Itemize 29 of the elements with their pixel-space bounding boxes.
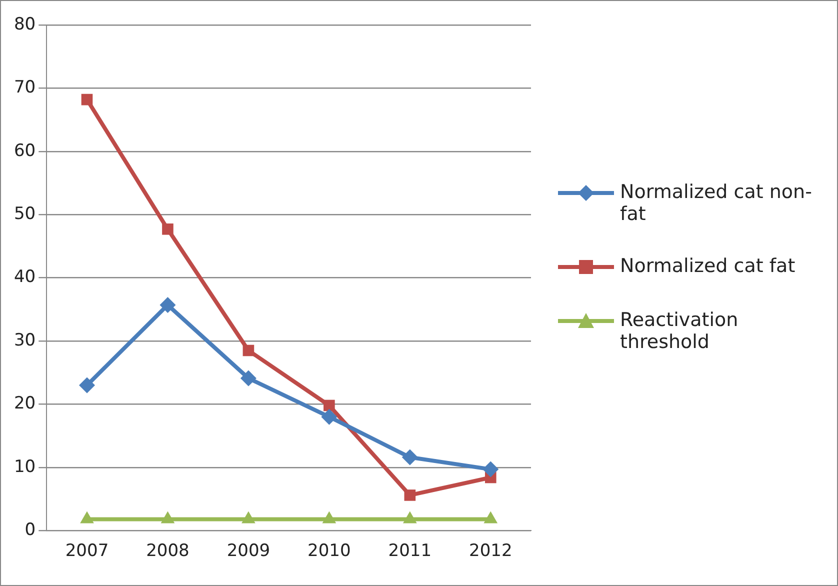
point [482, 461, 499, 478]
point [81, 94, 93, 106]
point [324, 400, 335, 412]
point [240, 370, 256, 386]
legend-label: Normalized cat fat [620, 255, 796, 277]
y-tick-label: 60 [14, 140, 36, 161]
x-tick-label: 2007 [65, 541, 109, 562]
point [402, 449, 418, 466]
y-tick-label: 80 [14, 14, 36, 34]
y-tick-label: 70 [14, 78, 36, 98]
point [162, 223, 174, 235]
y-tick-label: 10 [14, 456, 36, 477]
x-tick-label: 2009 [226, 541, 270, 562]
point [78, 377, 95, 394]
y-tick-label: 30 [14, 330, 36, 350]
point [160, 296, 176, 313]
y-tick-label: 20 [14, 394, 36, 414]
point [321, 408, 338, 425]
legend-label: Reactivation threshold [620, 309, 740, 353]
x-tick-label: 2011 [388, 541, 432, 562]
point [242, 344, 254, 356]
legend-label: Normalized cat non-fat [620, 181, 813, 225]
point [404, 490, 416, 501]
x-tick-label: 2012 [469, 541, 512, 562]
y-tick-label: 50 [14, 204, 36, 224]
x-tick-label: 2010 [308, 541, 351, 562]
x-tick-label: 2008 [146, 541, 190, 562]
y-tick-label: 40 [14, 267, 36, 288]
y-tick-label: 0 [24, 520, 36, 540]
